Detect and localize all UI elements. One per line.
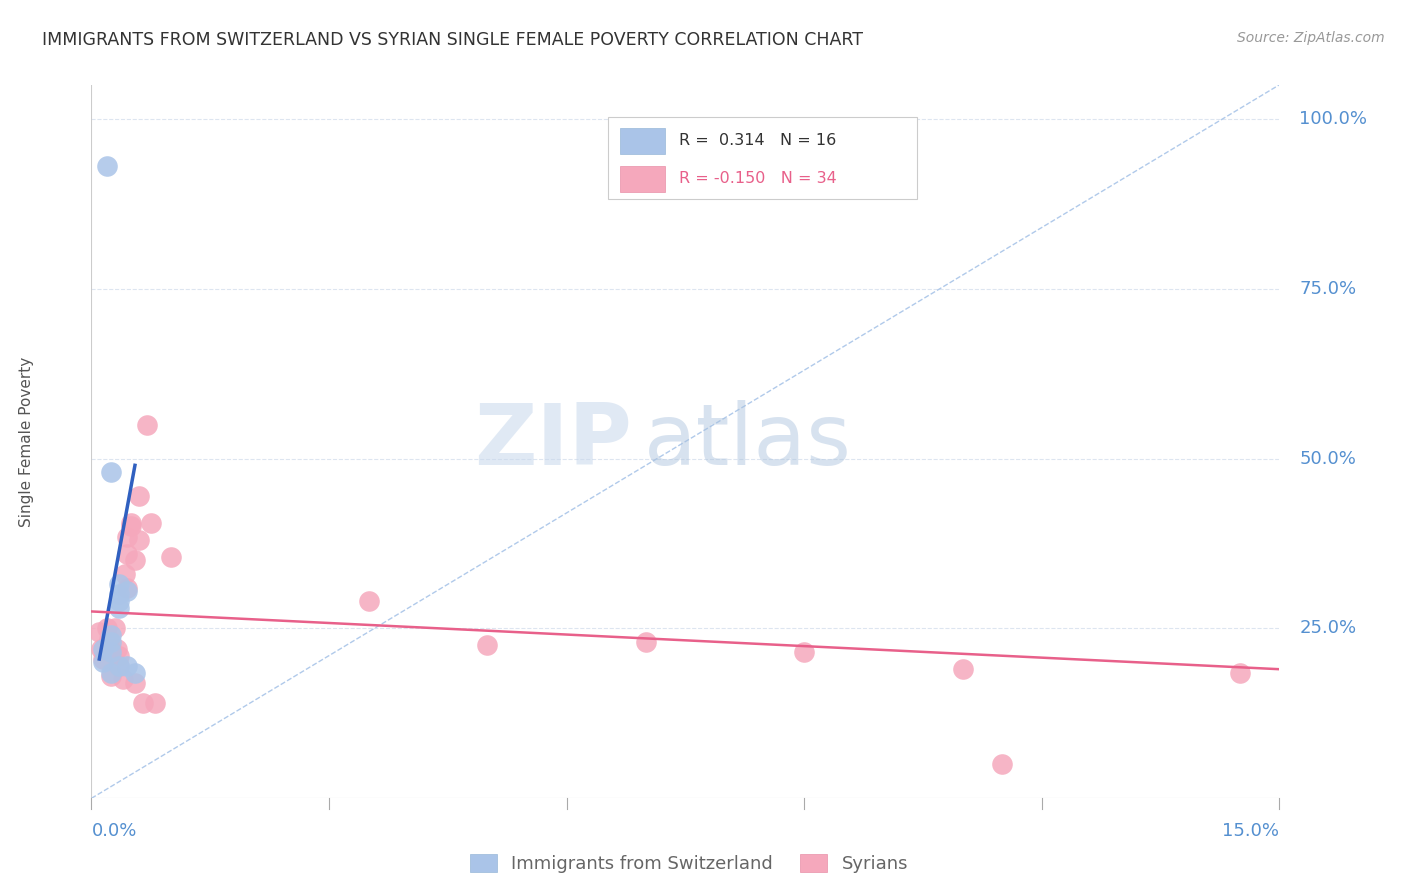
Text: 25.0%: 25.0% [1299,619,1357,638]
Point [100,645,122,659]
Point [124,665,146,680]
Point [108,601,131,615]
Point [128,489,150,503]
Text: atlas: atlas [644,400,852,483]
Point [991,757,1014,772]
Text: R =  0.314   N = 16: R = 0.314 N = 16 [679,133,837,148]
Text: Single Female Poverty: Single Female Poverty [18,357,34,526]
Point [135,417,157,432]
Point [132,696,155,710]
Point [115,530,138,544]
Text: IMMIGRANTS FROM SWITZERLAND VS SYRIAN SINGLE FEMALE POVERTY CORRELATION CHART: IMMIGRANTS FROM SWITZERLAND VS SYRIAN SI… [42,31,863,49]
Point [115,658,138,673]
FancyBboxPatch shape [620,128,665,154]
Point [108,658,131,673]
Point [96,622,118,636]
Point [100,635,122,649]
Point [100,465,122,479]
Point [97,632,120,646]
Point [100,628,122,642]
Point [952,662,974,676]
Point [91,641,114,656]
FancyBboxPatch shape [620,166,665,192]
Point [108,587,131,601]
Point [143,696,166,710]
Legend: Immigrants from Switzerland, Syrians: Immigrants from Switzerland, Syrians [464,848,914,879]
Point [139,516,162,530]
Text: 0.0%: 0.0% [91,822,136,840]
Point [124,553,146,567]
Point [115,584,138,599]
Point [634,635,657,649]
Text: 75.0%: 75.0% [1299,279,1357,298]
Point [128,533,150,547]
Point [120,519,142,533]
Point [105,641,128,656]
Point [100,669,122,683]
Text: ZIP: ZIP [474,400,631,483]
Point [100,641,122,656]
Point [108,594,131,608]
Point [108,577,131,591]
Point [159,550,181,565]
Text: R = -0.150   N = 34: R = -0.150 N = 34 [679,171,837,186]
Point [91,652,114,666]
Text: Source: ZipAtlas.com: Source: ZipAtlas.com [1237,31,1385,45]
Point [89,624,111,639]
Point [96,159,118,173]
Point [108,648,131,663]
Point [124,675,146,690]
Point [115,581,138,595]
Text: 50.0%: 50.0% [1299,450,1357,467]
Point [104,622,127,636]
Text: 15.0%: 15.0% [1222,822,1279,840]
Text: 100.0%: 100.0% [1299,110,1367,128]
Point [108,658,131,673]
Point [120,516,142,530]
Point [1229,665,1251,680]
Point [100,665,122,680]
FancyBboxPatch shape [609,117,917,199]
Point [793,645,815,659]
Point [90,641,112,656]
Point [357,594,380,608]
Point [114,567,136,582]
Point [91,656,114,670]
Point [477,639,499,653]
Point [112,673,135,687]
Point [115,547,138,561]
